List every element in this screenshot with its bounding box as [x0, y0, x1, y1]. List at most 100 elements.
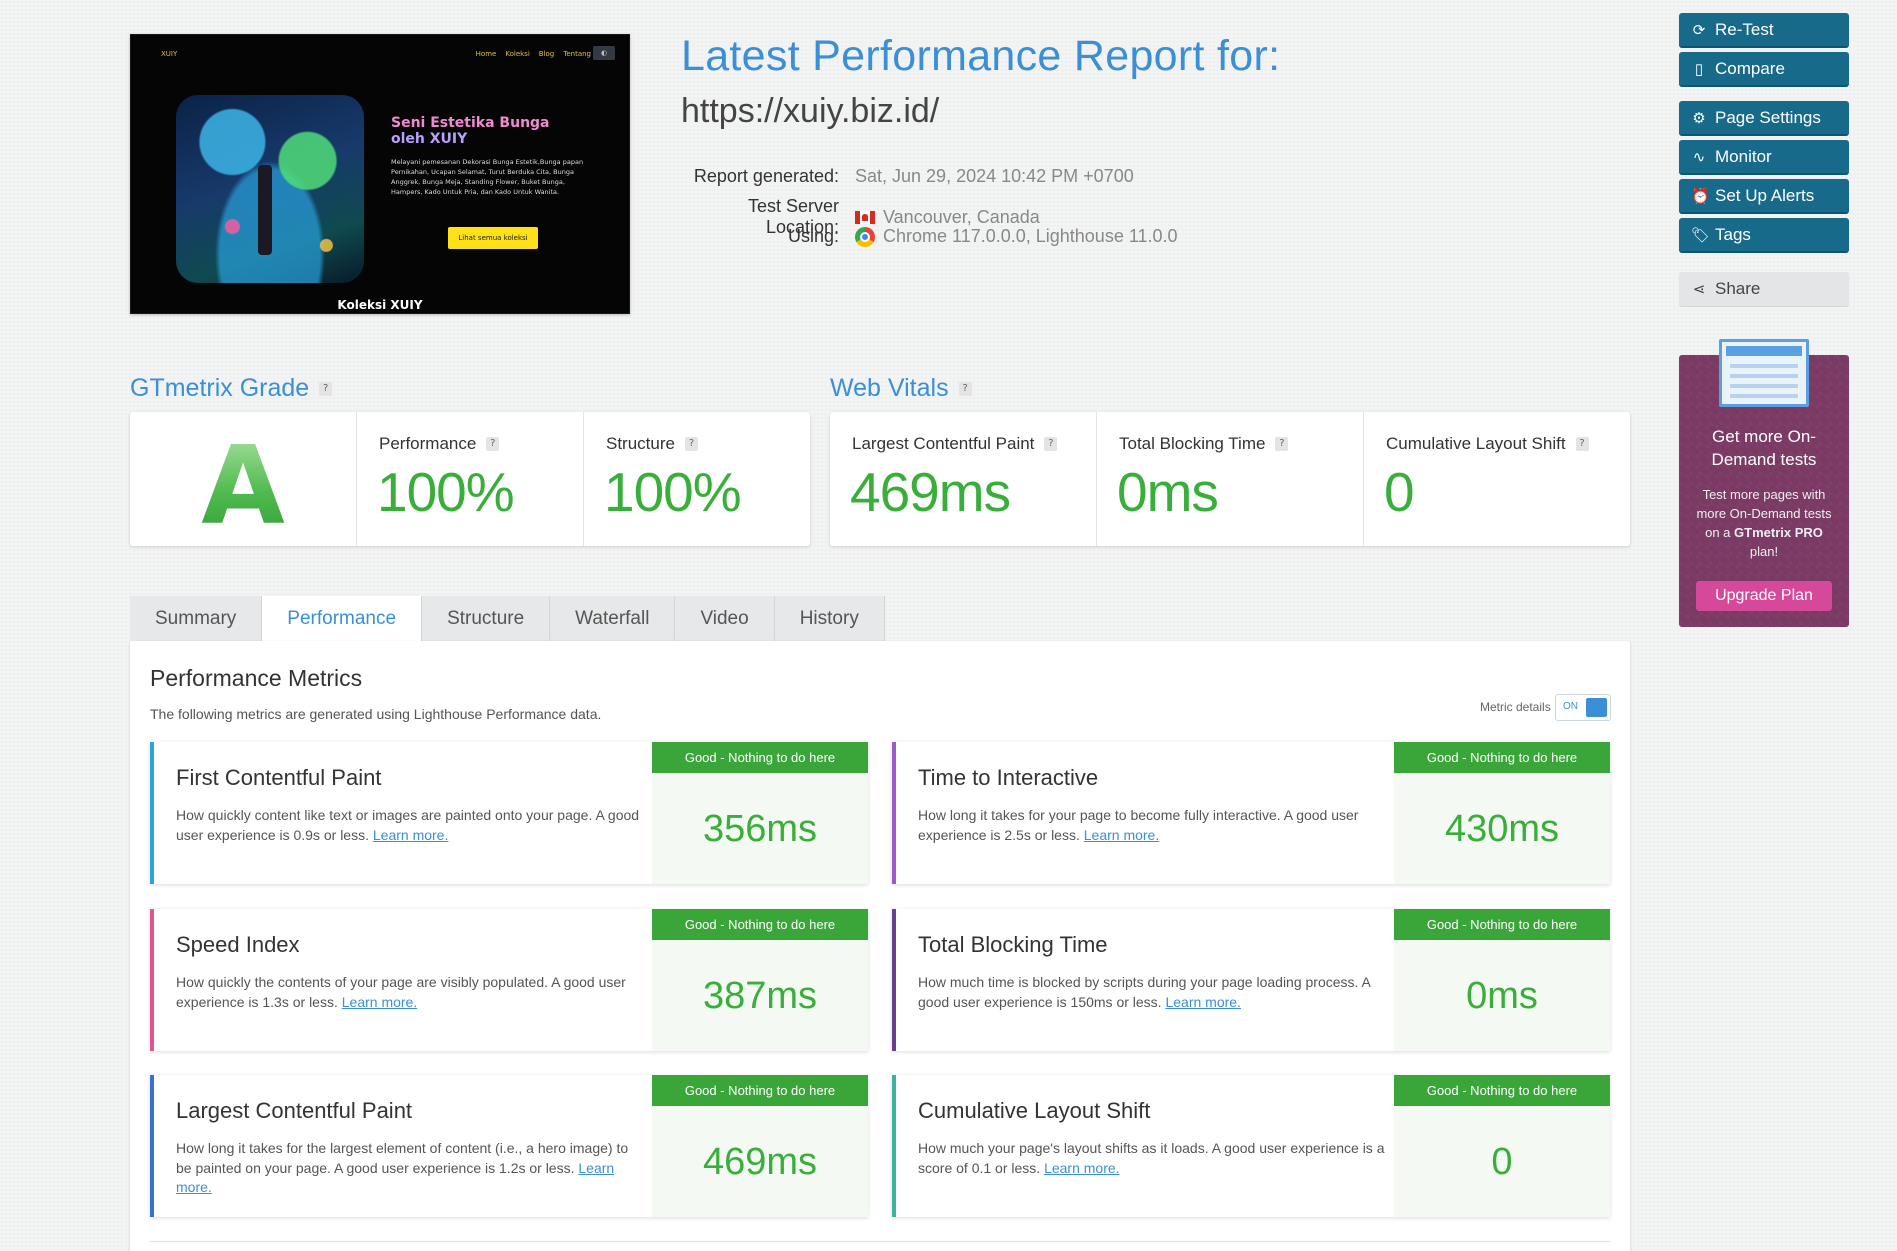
metric-desc-text: How long it takes for the largest elemen…: [176, 1140, 629, 1176]
thumbnail-footer-heading: Koleksi XUIY: [337, 298, 423, 312]
learn-more-link[interactable]: Learn more.: [341, 993, 418, 1010]
thumbnail-description: Melayani pemesanan Dekorasi Bunga Esteti…: [391, 158, 584, 196]
illustration-line: [1730, 364, 1798, 368]
report-url[interactable]: https://xuiy.biz.id/: [681, 92, 940, 130]
report-date: Sat, Jun 29, 2024 10:42 PM +0700: [855, 166, 1134, 186]
web-vitals-box: Largest Contentful Paint? 469ms Total Bl…: [830, 412, 1630, 546]
toggle-on-label: ON: [1563, 701, 1578, 712]
refresh-icon: ⟳: [1692, 21, 1706, 39]
tags-button[interactable]: 🏷 Tags: [1679, 218, 1849, 253]
metric-status-badge: Good - Nothing to do here: [1394, 1075, 1610, 1106]
illustration-line: [1730, 384, 1798, 388]
compare-button[interactable]: ▯ Compare: [1679, 52, 1849, 87]
thumbnail-title: Seni Estetika Bunga oleh XUIY: [391, 115, 591, 147]
vital-label: Cumulative Layout Shift?: [1386, 434, 1589, 454]
set-up-alerts-label: Set Up Alerts: [1715, 185, 1815, 205]
metric-description: How quickly content like text or images …: [176, 806, 646, 845]
learn-more-link[interactable]: Learn more.: [372, 826, 449, 843]
help-icon[interactable]: ?: [319, 381, 333, 396]
tab-waterfall[interactable]: Waterfall: [550, 596, 676, 641]
performance-score-label: Performance?: [379, 434, 500, 454]
panel-title: Performance Metrics: [150, 665, 363, 691]
learn-more-link[interactable]: Learn more.: [1083, 826, 1160, 843]
metric-description: How much your page's layout shifts as it…: [918, 1139, 1388, 1178]
set-up-alerts-button[interactable]: ⏰ Set Up Alerts: [1679, 179, 1849, 214]
performance-panel: Performance Metrics The following metric…: [130, 641, 1630, 1251]
tab-summary[interactable]: Summary: [130, 596, 263, 641]
thumbnail-collection-button: Lihat semua koleksi: [448, 227, 538, 249]
thumbnail-nav-item: Tentang: [563, 50, 591, 58]
metric-value: 0ms: [1466, 975, 1538, 1017]
chrome-icon: [855, 226, 875, 247]
tab-structure[interactable]: Structure: [422, 596, 551, 641]
meta-label: Test Server Location:: [747, 196, 839, 237]
learn-more-link[interactable]: Learn more.: [1044, 1159, 1120, 1176]
web-vitals-heading: Web Vitals ?: [830, 374, 972, 403]
gtmetrix-grade-title: GTmetrix Grade: [130, 374, 310, 402]
help-icon[interactable]: ?: [684, 437, 698, 451]
thumbnail-title-line1: Seni Estetika Bunga: [391, 115, 550, 131]
metric-result: Good - Nothing to do here 0: [1394, 1075, 1610, 1217]
metric-name: Time to Interactive: [918, 765, 1099, 790]
learn-more-link[interactable]: Learn more.: [176, 1159, 615, 1196]
thumbnail-theme-toggle-icon: ◐: [593, 46, 615, 60]
vital-value: 0ms: [1117, 461, 1219, 523]
vital-value: 469ms: [850, 461, 1011, 523]
panel-divider: [150, 1241, 1610, 1242]
metric-details-label: Metric details: [1480, 700, 1551, 714]
tab-performance[interactable]: Performance: [262, 596, 423, 641]
metric-name: Total Blocking Time: [918, 932, 1108, 957]
thumbnail-tree-shape: [258, 165, 272, 255]
pulse-icon: ∿: [1692, 148, 1706, 166]
help-icon[interactable]: ?: [486, 437, 500, 451]
tags-label: Tags: [1715, 224, 1751, 244]
retest-button[interactable]: ⟳ Re-Test: [1679, 13, 1849, 48]
grade-letter-cell: A: [130, 412, 357, 549]
metric-desc-text: How much your page's layout shifts as it…: [918, 1140, 1385, 1176]
help-icon[interactable]: ?: [1044, 437, 1058, 451]
metric-result: Good - Nothing to do here 469ms: [652, 1075, 868, 1217]
meta-value: Vancouver, Canada: [855, 207, 1040, 228]
performance-score-value: 100%: [377, 461, 515, 523]
help-icon[interactable]: ?: [958, 381, 972, 396]
metric-status-badge: Good - Nothing to do here: [652, 909, 868, 940]
performance-score-cell: Performance? 100%: [357, 412, 584, 546]
metric-card-speed-index: Speed Index How quickly the contents of …: [150, 909, 868, 1051]
metric-description: How quickly the contents of your page ar…: [176, 973, 646, 1012]
metric-value: 0: [1491, 1141, 1513, 1183]
monitor-label: Monitor: [1715, 146, 1772, 166]
structure-label-text: Structure: [606, 434, 675, 453]
metric-desc-text: How much time is blocked by scripts duri…: [918, 974, 1371, 1010]
metric-card-cls: Cumulative Layout Shift How much your pa…: [892, 1075, 1610, 1217]
retest-label: Re-Test: [1715, 19, 1774, 39]
structure-score-cell: Structure? 100%: [584, 412, 810, 546]
metric-result: Good - Nothing to do here 356ms: [652, 742, 868, 884]
metric-result: Good - Nothing to do here 387ms: [652, 909, 868, 1051]
promo-title: Get more On-Demand tests: [1711, 427, 1817, 469]
help-icon[interactable]: ?: [1575, 437, 1589, 451]
alarm-clock-icon: ⏰: [1691, 187, 1710, 205]
thumbnail-hero-image: [176, 95, 364, 283]
metric-description: How long it takes for your page to becom…: [918, 806, 1388, 845]
page-screenshot-thumbnail[interactable]: XUIY Home Koleksi Blog Tentang ◐ Seni Es…: [130, 34, 630, 314]
vital-value: 0: [1384, 461, 1415, 523]
metric-description: How long it takes for the largest elemen…: [176, 1139, 646, 1198]
metric-card-tbt: Total Blocking Time How much time is blo…: [892, 909, 1610, 1051]
tab-history[interactable]: History: [774, 596, 885, 641]
page-settings-button[interactable]: ⚙ Page Settings: [1679, 101, 1849, 136]
web-vitals-title: Web Vitals: [830, 374, 949, 402]
metric-details-toggle[interactable]: ON: [1555, 694, 1611, 721]
thumbnail-logo: XUIY: [161, 50, 178, 58]
tab-video[interactable]: Video: [675, 596, 775, 641]
monitor-button[interactable]: ∿ Monitor: [1679, 140, 1849, 175]
learn-more-link[interactable]: Learn more.: [1165, 993, 1241, 1010]
metric-name: Largest Contentful Paint: [176, 1098, 413, 1123]
report-tabs: Summary Performance Structure Waterfall …: [130, 596, 885, 641]
share-button[interactable]: ⋖ Share: [1679, 272, 1849, 307]
metric-name: Speed Index: [176, 932, 300, 957]
upgrade-plan-button[interactable]: Upgrade Plan: [1696, 581, 1832, 611]
metric-status-badge: Good - Nothing to do here: [1394, 742, 1610, 773]
metric-name: Cumulative Layout Shift: [918, 1098, 1151, 1123]
vital-label: Largest Contentful Paint?: [852, 434, 1058, 454]
help-icon[interactable]: ?: [1275, 437, 1289, 451]
